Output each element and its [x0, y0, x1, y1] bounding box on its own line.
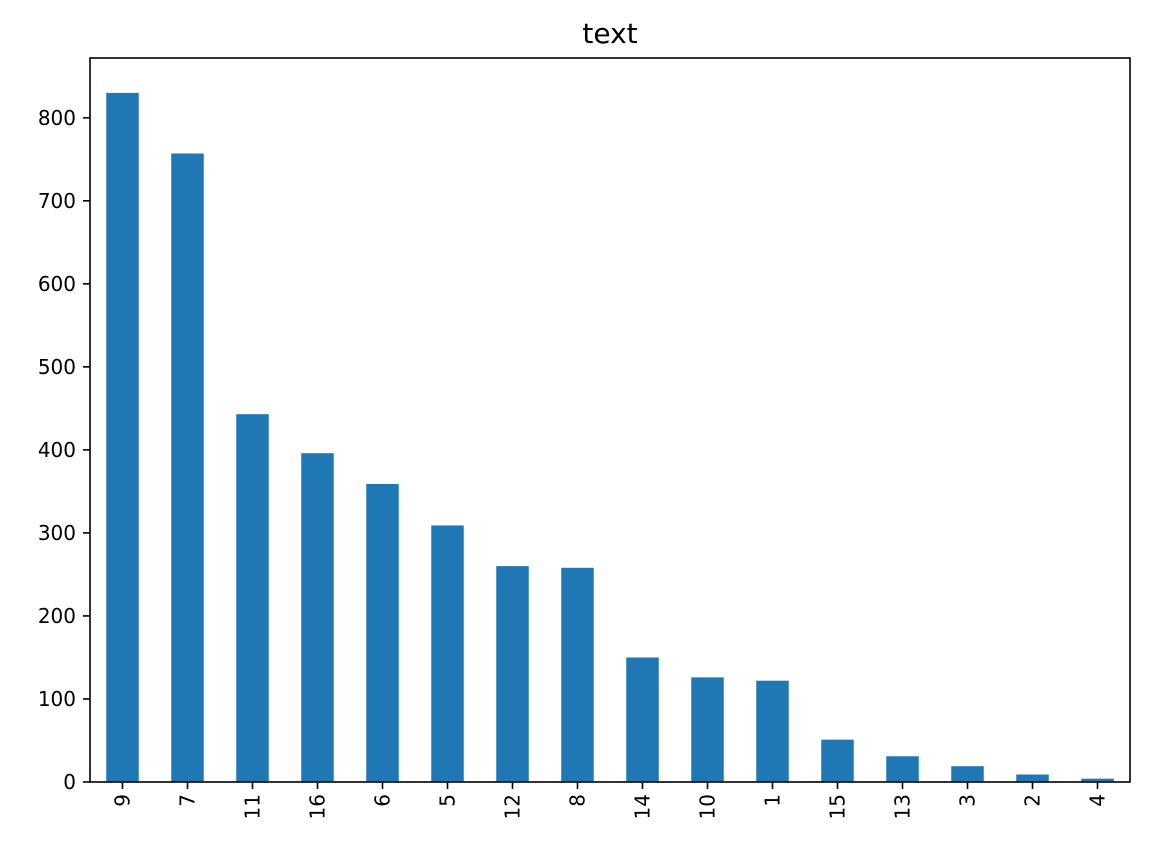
bar-10	[691, 677, 724, 782]
x-tick-label: 2	[1021, 794, 1045, 807]
bar-6	[366, 483, 399, 782]
bar-16	[301, 453, 334, 782]
x-tick-label: 13	[891, 794, 915, 819]
x-tick-label: 10	[696, 794, 720, 819]
y-tick-label: 500	[38, 355, 76, 379]
y-tick-label: 200	[38, 604, 76, 628]
x-tick-label: 12	[501, 794, 525, 819]
y-tick-label: 400	[38, 438, 76, 462]
y-tick-label: 300	[38, 521, 76, 545]
y-tick-label: 700	[38, 189, 76, 213]
x-tick-label: 5	[436, 794, 460, 807]
y-tick-label: 100	[38, 687, 76, 711]
y-tick-label: 800	[38, 106, 76, 130]
bar-12	[496, 566, 529, 782]
bar-9	[106, 92, 139, 782]
x-tick-label: 3	[956, 794, 980, 807]
x-tick-label: 14	[631, 794, 655, 819]
bar-7	[171, 153, 204, 783]
bar-15	[821, 739, 854, 782]
y-tick-label: 0	[63, 770, 76, 794]
y-tick-label: 600	[38, 272, 76, 296]
x-tick-label: 6	[371, 794, 395, 807]
bar-11	[236, 414, 269, 782]
x-tick-label: 9	[111, 794, 135, 807]
x-tick-label: 11	[241, 794, 265, 819]
x-tick-label: 8	[566, 794, 590, 807]
bar-2	[1016, 774, 1049, 782]
bar-5	[431, 525, 464, 782]
bar-8	[561, 567, 594, 782]
x-tick-label: 16	[306, 794, 330, 819]
bar-4	[1081, 778, 1114, 782]
x-axis: 9 7 11 16 6 5 12 8 14 10 1 15 13 3 2 4	[111, 782, 1110, 819]
bar-14	[626, 657, 659, 782]
bars-group	[106, 92, 1114, 783]
bar-13	[886, 756, 919, 782]
plot-frame	[89, 57, 1131, 783]
chart-title: text	[582, 17, 637, 50]
x-tick-label: 15	[826, 794, 850, 819]
y-axis: 0 100 200 300 400 500 600 700 800	[38, 106, 90, 794]
x-tick-label: 7	[176, 794, 200, 807]
bar-3	[951, 766, 984, 782]
x-tick-label: 1	[761, 794, 785, 807]
x-tick-label: 4	[1086, 794, 1110, 807]
bar-1	[756, 680, 789, 782]
